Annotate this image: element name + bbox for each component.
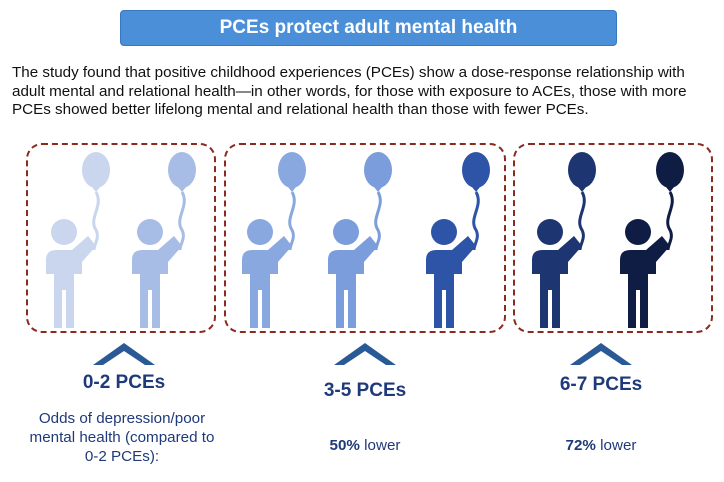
odds-caption: Odds of depression/poor mental health (c… [29,410,215,465]
chevron-up-icon [93,343,155,365]
group-label-high: 6-7 PCEs [559,374,643,395]
chevron-up-icon [334,343,396,365]
person-balloon-icon [426,152,490,328]
group-box-mid [224,143,506,333]
result-mid-value: 50% [329,437,360,454]
result-high: 72% lower [521,437,681,454]
result-mid-text: lower [359,437,401,454]
title-banner: PCEs protect adult mental health [120,10,617,46]
result-high-value: 72% [565,437,596,454]
group-box-low [26,143,216,333]
group-label-mid: 3-5 PCEs [323,380,407,401]
chevron-up-icon [570,343,632,365]
person-balloon-icon [242,152,306,328]
result-mid: 50% lower [285,437,445,454]
intro-text: The study found that positive childhood … [12,64,687,119]
person-balloon-icon [532,152,596,328]
result-high-text: lower [595,437,637,454]
person-balloon-icon [46,152,110,328]
group-box-high [513,143,713,333]
page-title: PCEs protect adult mental health [219,17,518,38]
person-balloon-icon [132,152,196,328]
person-balloon-icon [620,152,684,328]
person-balloon-icon [328,152,392,328]
group-label-low: 0-2 PCEs [82,372,166,393]
